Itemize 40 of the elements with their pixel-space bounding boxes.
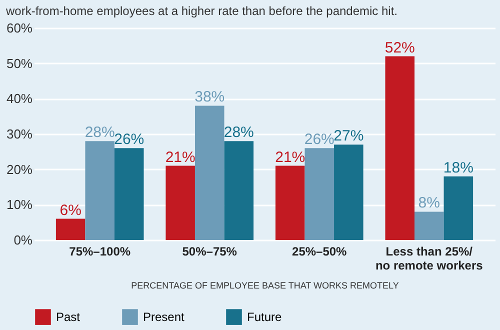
- bar: [85, 141, 114, 240]
- bar: [275, 166, 305, 240]
- data-label: 26%: [114, 131, 144, 148]
- bar: [194, 106, 224, 240]
- x-tick-label: Less than 25%/ no remote workers: [375, 244, 484, 272]
- bar: [304, 148, 334, 240]
- data-label: 6%: [60, 202, 82, 219]
- bar: [385, 56, 415, 240]
- y-tick-label: 50%: [6, 56, 33, 71]
- chart-subtitle: work-from-home employees at a higher rate than before the pandemic hit.: [4, 4, 398, 18]
- data-label: 8%: [418, 194, 440, 212]
- y-tick-label: 30%: [6, 126, 33, 142]
- bar: [444, 176, 474, 240]
- y-tick-label: 40%: [6, 91, 33, 106]
- data-label: 28%: [224, 124, 254, 142]
- data-label: 26%: [304, 131, 334, 148]
- data-label: 27%: [334, 128, 364, 145]
- bar: [224, 141, 254, 240]
- x-tick-label: 25%–50%: [292, 244, 348, 258]
- bar: [166, 166, 195, 240]
- x-tick-label: 75%–100%: [69, 244, 131, 258]
- x-tick-label: 50%–75%: [182, 244, 238, 258]
- y-tick-label: 20%: [6, 162, 33, 177]
- y-tick-label: 60%: [6, 20, 33, 36]
- data-label: 21%: [275, 148, 306, 166]
- y-tick-label: 10%: [6, 197, 33, 212]
- legend-label: Future: [247, 310, 282, 324]
- legend-label: Past: [56, 310, 81, 324]
- y-tick-label: 0%: [14, 232, 33, 248]
- bar: [56, 218, 86, 240]
- bar: [414, 212, 444, 240]
- legend-label: Present: [143, 310, 186, 324]
- x-axis-title: PERCENTAGE OF EMPLOYEE BASE THAT WORKS REMOTELY: [131, 280, 399, 290]
- bar: [114, 148, 144, 240]
- data-label: 52%: [384, 39, 415, 56]
- data-label: 28%: [84, 124, 115, 142]
- bar: [334, 144, 364, 240]
- data-label: 18%: [443, 159, 474, 176]
- data-label: 21%: [165, 148, 196, 166]
- data-label: 38%: [194, 88, 225, 106]
